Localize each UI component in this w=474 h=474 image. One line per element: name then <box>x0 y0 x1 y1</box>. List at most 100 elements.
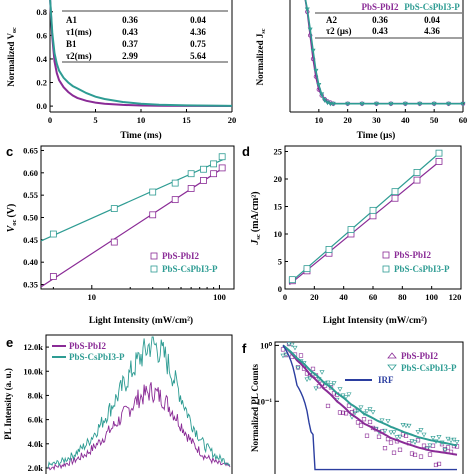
panel-d-point-cspbi3 <box>369 206 377 214</box>
panel-d-legend-label: PbS-CsPbI3-P <box>394 264 450 274</box>
panel-b-series <box>304 0 466 107</box>
panel-b-xlabel: Time (μs) <box>357 130 396 141</box>
panel-a: 0.0 0.2 0.4 0.6 0.8 0 5 10 15 20 A1 0.36 0.04 τ1(ms… <box>6 0 236 141</box>
panel-f-point-cspbi3 <box>406 423 412 429</box>
panel-e-series <box>47 336 231 471</box>
panel-c-point-cspbi3 <box>149 188 157 196</box>
panel-f-point-cspbi3 <box>337 387 343 392</box>
panel-b-point-cspbi3 <box>446 101 452 107</box>
panel-a-table-cell: τ1(ms) <box>66 27 92 37</box>
panel-f-point-pbi2 <box>397 447 403 452</box>
panel-d-point-cspbi3 <box>325 245 333 253</box>
panel-f-ytick-label: 10⁰ <box>260 340 273 350</box>
panel-a-ylabel: Normalized Voc <box>6 27 18 87</box>
panel-c-xlabel: Light Intensity (mW/cm²) <box>89 315 193 326</box>
panel-b-table-cell: 0.04 <box>424 15 440 25</box>
panel-d-series <box>288 149 443 286</box>
panel-c-legend-marker <box>150 265 158 273</box>
panel-b-xtick-label: 20 <box>343 115 352 125</box>
panel-a-table-cell: B1 <box>66 39 77 49</box>
panel-a-table: A1 0.36 0.04 τ1(ms) 0.43 4.36 B1 0.37 0.75 τ2(ms)… <box>62 10 228 63</box>
panel-f-point-cspbi3 <box>295 365 301 371</box>
panel-a-ytick-label: 0.0 <box>36 101 47 111</box>
panel-f-point-pbi2 <box>355 420 361 425</box>
panel-f-point-cspbi3 <box>454 439 460 445</box>
panel-f-point-cspbi3 <box>427 443 433 449</box>
panel-f-point-cspbi3 <box>442 447 448 453</box>
panel-c-xticks: 10 100 <box>52 285 226 302</box>
panel-e-ytick-label: 8.0k <box>28 390 44 400</box>
panel-d-xtick-label: 80 <box>398 292 407 302</box>
panel-f-point-pbi2 <box>382 446 388 451</box>
panel-d-xticks: 0 20 40 60 80 100 120 <box>283 286 462 302</box>
panel-f-point-cspbi3 <box>412 440 418 445</box>
panel-f-point-pbi2 <box>421 443 427 448</box>
panel-f-line-irf <box>282 345 457 471</box>
panel-a-xtick-label: 10 <box>137 115 146 125</box>
panel-f-point-pbi2 <box>409 451 415 456</box>
panel-f-point-cspbi3 <box>313 386 319 391</box>
panel-f-point-cspbi3 <box>352 410 358 416</box>
panel-f-point-cspbi3 <box>403 423 409 429</box>
panel-d-xtick-label: 20 <box>310 292 319 302</box>
panel-f-point-cspbi3 <box>388 430 394 436</box>
panel-f-point-cspbi3 <box>391 430 397 435</box>
panel-f-point-cspbi3 <box>394 435 400 440</box>
panel-c-point-cspbi3 <box>110 205 118 212</box>
panel-d-xtick-label: 120 <box>449 292 462 302</box>
panel-b-xtick-label: 10 <box>315 115 324 125</box>
panel-d-xlabel: Light Intensity (mW/cm²) <box>323 315 427 326</box>
panel-f-point-cspbi3 <box>415 430 421 435</box>
panel-f-fit-cspbi3 <box>282 344 458 447</box>
panel-f-point-cspbi3 <box>292 345 298 351</box>
panel-b-table-cell: A2 <box>326 15 337 25</box>
panel-b-xtick-label: 60 <box>459 115 468 125</box>
panel-f-point-cspbi3 <box>397 434 403 440</box>
panel-f-point-cspbi3 <box>304 377 310 383</box>
panel-b-table-rows: PbS-PbI2 PbS-CsPbI3-P A2 0.36 0.04 τ2 (μs) 0.4… <box>326 2 460 36</box>
panel-f-point-cspbi3 <box>358 405 364 411</box>
panel-b-point-cspbi3 <box>327 101 333 107</box>
panel-c-legend: PbS-PbI2 PbS-CsPbI3-P <box>150 251 218 274</box>
panel-a-ytick-label: 0.4 <box>36 54 47 64</box>
panel-c-legend-label: PbS-PbI2 <box>162 251 200 261</box>
panel-f-legend-label: IRF <box>378 375 394 385</box>
panel-f-ytick-label: 10⁻¹ <box>256 396 272 406</box>
panel-d-xtick-label: 60 <box>369 292 378 302</box>
panel-c-point-pbi2 <box>200 177 207 184</box>
panel-f-point-cspbi3 <box>307 376 313 381</box>
panel-d-point-pbi2 <box>413 176 421 184</box>
panel-b-point-cspbi3 <box>313 68 319 74</box>
panel-a-xtick-label: 20 <box>228 115 237 125</box>
panel-d-ytick-label: 5 <box>278 257 282 267</box>
panel-c-point-cspbi3 <box>49 230 57 238</box>
panel-f-point-cspbi3 <box>331 381 337 386</box>
panel-f-point-cspbi3 <box>382 428 388 434</box>
panel-c-legend-label: PbS-CsPbI3-P <box>162 264 218 274</box>
panel-f-point-cspbi3 <box>325 380 331 386</box>
panel-e-spectrum-cspbi3 <box>47 336 231 469</box>
panel-f-point-cspbi3 <box>418 428 424 433</box>
panel-f-fit-pbi2 <box>282 344 458 456</box>
panel-c-point-cspbi3 <box>171 179 179 187</box>
panel-a-table-cell: τ2(ms) <box>66 51 92 61</box>
panel-f-point-cspbi3 <box>451 437 457 443</box>
panel-f-point-cspbi3 <box>328 383 334 388</box>
panel-d-ytick-label: 15 <box>274 202 283 212</box>
panel-d-ytick-label: 10 <box>274 229 283 239</box>
panel-c-point-pbi2 <box>171 196 179 204</box>
panel-e-yticks: 2.0k 4.0k 6.0k 8.0k 10.0k 12.0k <box>23 342 49 473</box>
panel-f-point-pbi2 <box>325 403 331 409</box>
panel-f-point-pbi2 <box>298 353 304 358</box>
panel-e-spectrum-pbi2 <box>47 382 231 471</box>
panel-b-table-header: PbS-PbI2 <box>361 2 399 12</box>
panel-f-point-pbi2 <box>415 438 421 443</box>
panel-f-point-cspbi3 <box>448 438 454 444</box>
panel-f-legend-label: PbS-CsPbI3-P <box>401 363 457 373</box>
panel-b-point-cspbi3 <box>304 7 310 13</box>
panel-b-table-cell: 0.43 <box>372 26 388 36</box>
panel-b-xtick-label: 30 <box>372 115 381 125</box>
panel-a-ytick-label: 0.2 <box>36 78 47 88</box>
panel-a-line-pbi2 <box>49 0 233 107</box>
panel-a-ytick-label: 0.8 <box>36 7 47 17</box>
